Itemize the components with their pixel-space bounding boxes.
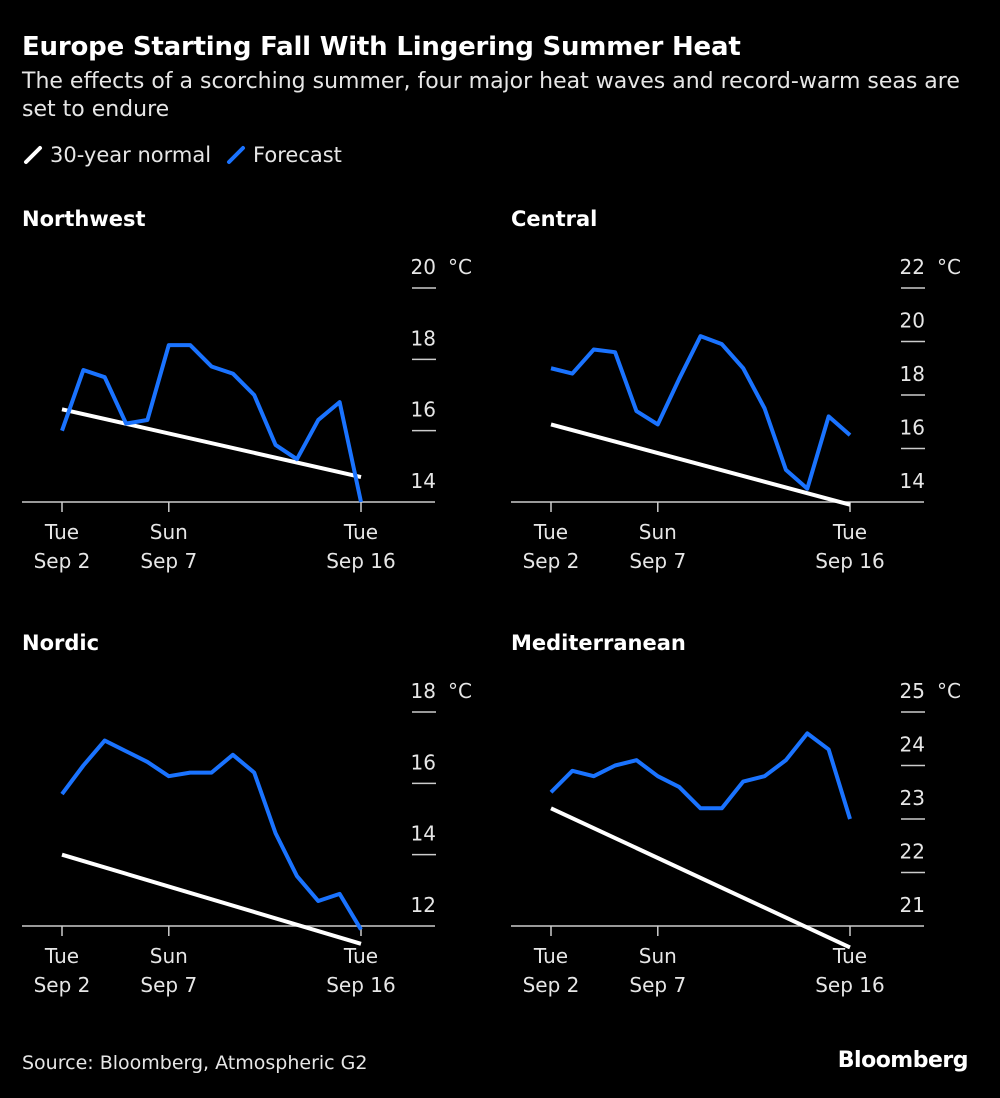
x-tick-label: Sep 7 bbox=[140, 549, 197, 573]
x-tick-label: Sep 7 bbox=[140, 973, 197, 997]
y-unit-label: °C bbox=[448, 255, 472, 279]
y-tick-label: 21 bbox=[900, 893, 925, 917]
y-tick-label: 16 bbox=[411, 750, 436, 774]
chart-subtitle: The effects of a scorching summer, four … bbox=[22, 69, 960, 122]
legend: 30-year normal Forecast bbox=[22, 140, 356, 170]
legend-swatch-forecast-icon bbox=[227, 146, 246, 164]
y-tick-label: 12 bbox=[411, 893, 436, 917]
x-tick-label: Sep 16 bbox=[815, 549, 885, 573]
y-unit-label: °C bbox=[448, 679, 472, 703]
y-tick-label: 18 bbox=[411, 326, 436, 350]
panel-title: Nordic bbox=[22, 631, 99, 655]
source-note: Source: Bloomberg, Atmospheric G2 bbox=[22, 1052, 368, 1074]
y-tick-label: 18 bbox=[411, 679, 436, 703]
x-tick-label: Sep 7 bbox=[629, 549, 686, 573]
legend-label-forecast: Forecast bbox=[253, 143, 342, 167]
panel-title: Central bbox=[511, 207, 597, 231]
y-tick-label: 18 bbox=[900, 362, 925, 386]
y-tick-label: 20 bbox=[411, 255, 436, 279]
series-line-normal bbox=[61, 852, 362, 946]
x-tick-label: Sep 16 bbox=[815, 973, 885, 997]
y-tick-label: 14 bbox=[411, 822, 436, 846]
x-tick-label: Tue bbox=[44, 944, 79, 968]
y-tick-label: 20 bbox=[900, 309, 925, 333]
series-line-normal bbox=[61, 407, 362, 479]
y-unit-label: °C bbox=[937, 679, 961, 703]
x-tick-label: Tue bbox=[343, 944, 378, 968]
x-tick-label: Tue bbox=[533, 520, 568, 544]
y-unit-label: °C bbox=[937, 255, 961, 279]
series-line-normal bbox=[550, 806, 851, 950]
y-tick-label: 23 bbox=[900, 786, 925, 810]
y-tick-label: 14 bbox=[900, 469, 925, 493]
x-tick-label: Tue bbox=[533, 944, 568, 968]
y-tick-label: 24 bbox=[900, 733, 925, 757]
series-line-forecast bbox=[549, 731, 852, 820]
series-line-forecast bbox=[60, 343, 363, 503]
panel-nordic: Nordic 12 14 16 18 °C Tue Sep 2 Sun Sep 7 Tue Sep 1… bbox=[22, 631, 472, 997]
panel-title: Mediterranean bbox=[511, 631, 686, 655]
x-tick-label: Sep 2 bbox=[34, 973, 91, 997]
x-tick-label: Sep 7 bbox=[629, 973, 686, 997]
y-tick-label: 22 bbox=[900, 255, 925, 279]
series-line-forecast bbox=[550, 334, 852, 491]
panel-title: Northwest bbox=[22, 207, 146, 231]
x-tick-label: Sun bbox=[150, 944, 188, 968]
x-tick-label: Sun bbox=[639, 944, 677, 968]
x-tick-label: Sep 2 bbox=[523, 549, 580, 573]
series-line-normal bbox=[550, 422, 851, 507]
x-tick-label: Sun bbox=[639, 520, 677, 544]
x-tick-label: Sun bbox=[150, 520, 188, 544]
y-tick-label: 16 bbox=[900, 416, 925, 440]
series-line-forecast bbox=[60, 738, 363, 931]
y-tick-label: 14 bbox=[411, 469, 436, 493]
x-tick-label: Sep 2 bbox=[523, 973, 580, 997]
x-tick-label: Sep 16 bbox=[326, 549, 396, 573]
x-tick-label: Sep 16 bbox=[326, 973, 396, 997]
legend-item-normal: 30-year normal bbox=[22, 143, 211, 167]
x-tick-label: Tue bbox=[44, 520, 79, 544]
x-tick-label: Tue bbox=[343, 520, 378, 544]
x-tick-label: Sep 2 bbox=[34, 549, 91, 573]
panel-northwest: Northwest 14 16 18 20 °C Tue Sep 2 Sun Sep 7 Tue Se… bbox=[22, 207, 472, 573]
legend-swatch-normal-icon bbox=[24, 146, 42, 164]
panel-central: Central 14 16 18 20 22 °C Tue Sep 2 Sun Sep 7 Tue Se… bbox=[511, 207, 961, 573]
y-tick-label: 22 bbox=[900, 840, 925, 864]
y-tick-label: 16 bbox=[411, 398, 436, 422]
brand-logo: Bloomberg bbox=[837, 1048, 969, 1073]
panel-mediterranean: Mediterranean 21 22 23 24 25 °C Tue Sep 2 Sun Sep … bbox=[511, 631, 961, 997]
x-tick-label: Tue bbox=[832, 520, 867, 544]
legend-item-forecast: Forecast bbox=[225, 143, 342, 167]
chart-title: Europe Starting Fall With Lingering Summ… bbox=[22, 32, 741, 62]
y-tick-label: 25 bbox=[900, 679, 925, 703]
legend-label-normal: 30-year normal bbox=[50, 143, 212, 167]
